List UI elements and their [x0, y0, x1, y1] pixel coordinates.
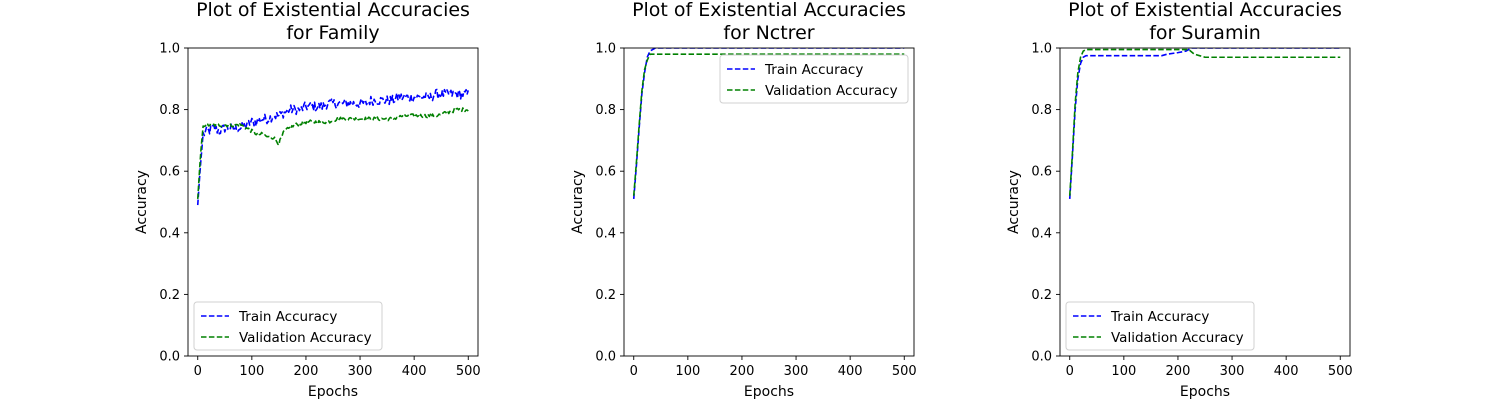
x-tick-label: 300: [348, 364, 373, 379]
y-tick-label: 0.4: [595, 226, 616, 241]
x-tick-label: 100: [239, 364, 264, 379]
x-tick-label: 300: [784, 364, 809, 379]
axes-frame: [187, 47, 479, 357]
legend-label-validation: Validation Accuracy: [765, 83, 898, 99]
x-tick-label: 200: [294, 364, 319, 379]
y-tick-label: 0.8: [595, 103, 616, 118]
x-tick-label: 100: [675, 364, 700, 379]
x-tick-label: 100: [1111, 364, 1136, 379]
series-line-validation: [196, 107, 469, 199]
series-group: [196, 88, 470, 206]
x-tick-label: 400: [402, 364, 427, 379]
y-tick-label: 0.6: [159, 165, 180, 180]
legend-label-validation: Validation Accuracy: [1111, 330, 1244, 346]
x-tick-label: 0: [1066, 364, 1074, 379]
legend: Train Accuracy Validation Accuracy: [719, 54, 909, 104]
y-tick-label: 0.6: [595, 165, 616, 180]
x-tick-label: 0: [194, 364, 202, 379]
y-axis-label: Accuracy: [570, 170, 586, 234]
x-axis-label: Epochs: [1180, 384, 1230, 400]
legend-box: [193, 301, 383, 351]
y-axis-label: Accuracy: [1006, 170, 1022, 234]
axes-frame: [623, 47, 915, 357]
y-tick-label: 0.4: [1031, 226, 1052, 241]
x-axis-label: Epochs: [308, 384, 358, 400]
y-tick-label: 0.0: [1031, 350, 1052, 365]
series-group: [1068, 48, 1341, 199]
series-line-train: [196, 88, 470, 206]
legend-label-validation: Validation Accuracy: [239, 330, 372, 346]
x-tick-label: 500: [1328, 364, 1353, 379]
y-tick-label: 1.0: [595, 42, 616, 57]
y-tick-label: 0.2: [1031, 288, 1052, 303]
series-line-validation: [1068, 48, 1341, 196]
x-tick-label: 200: [1166, 364, 1191, 379]
x-tick-label: 0: [630, 364, 638, 379]
series-line-validation: [632, 53, 905, 196]
series-group: [632, 48, 905, 199]
y-tick-label: 0.4: [159, 226, 180, 241]
legend-label-train: Train Accuracy: [238, 309, 337, 325]
y-tick-label: 0.8: [1031, 103, 1052, 118]
y-axis-label: Accuracy: [134, 170, 150, 234]
y-tick-label: 0.6: [1031, 165, 1052, 180]
x-tick-label: 200: [730, 364, 755, 379]
y-tick-label: 0.0: [595, 350, 616, 365]
chart-title-line: Plot of Existential Accuracies: [1068, 0, 1342, 21]
series-line-train: [632, 48, 905, 199]
legend-label-train: Train Accuracy: [1110, 309, 1209, 325]
legend: Train Accuracy Validation Accuracy: [193, 301, 383, 351]
chart-title-line: Plot of Existential Accuracies: [632, 0, 906, 21]
chart-title-line: for Suramin: [1149, 22, 1261, 44]
x-tick-label: 400: [838, 364, 863, 379]
legend-label-train: Train Accuracy: [764, 62, 863, 78]
x-tick-label: 500: [456, 364, 481, 379]
y-tick-label: 1.0: [159, 42, 180, 57]
chart-title-line: for Nctrer: [723, 22, 814, 44]
axes-frame: [1059, 47, 1351, 357]
legend-box: [719, 54, 909, 104]
chart-title-line: for Family: [286, 22, 379, 44]
legend: Train Accuracy Validation Accuracy: [1065, 301, 1255, 351]
x-axis-label: Epochs: [744, 384, 794, 400]
y-tick-label: 0.2: [595, 288, 616, 303]
x-tick-label: 400: [1274, 364, 1299, 379]
series-line-train: [1068, 48, 1341, 199]
chart-title-line: Plot of Existential Accuracies: [196, 0, 470, 21]
x-tick-label: 300: [1220, 364, 1245, 379]
y-tick-label: 0.0: [159, 350, 180, 365]
y-tick-label: 0.2: [159, 288, 180, 303]
y-tick-label: 0.8: [159, 103, 180, 118]
y-tick-label: 1.0: [1031, 42, 1052, 57]
x-tick-label: 500: [892, 364, 917, 379]
legend-box: [1065, 301, 1255, 351]
